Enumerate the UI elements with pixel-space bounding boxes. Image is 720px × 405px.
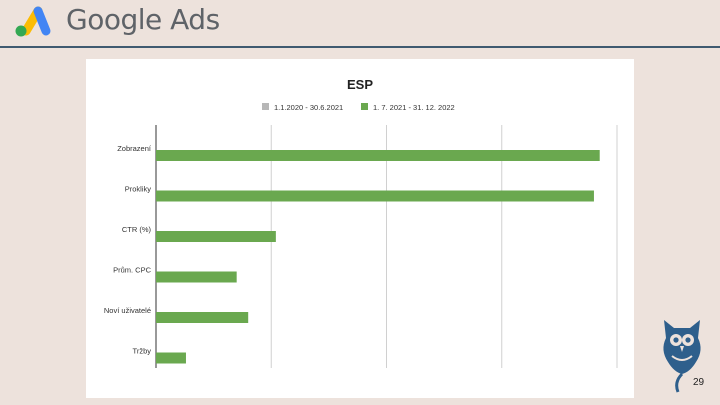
legend-swatch bbox=[361, 103, 368, 110]
legend-label: 1.1.2020 - 30.6.2021 bbox=[274, 103, 343, 112]
bar bbox=[156, 190, 594, 202]
chart-card: ESP 1.1.2020 - 30.6.2021 1. 7. 2021 - 31. … bbox=[86, 59, 634, 398]
owl-logo-icon bbox=[663, 320, 701, 393]
page-number: 29 bbox=[693, 377, 705, 388]
category-label: Tržby bbox=[133, 347, 152, 356]
legend-swatch bbox=[262, 103, 269, 110]
chart-title: ESP bbox=[347, 77, 373, 92]
header-divider bbox=[0, 46, 720, 48]
bar bbox=[156, 352, 186, 364]
category-label: Prům. CPC bbox=[113, 266, 152, 275]
bar bbox=[156, 271, 237, 283]
legend-label: 1. 7. 2021 - 31. 12. 2022 bbox=[373, 103, 455, 112]
bar bbox=[156, 150, 600, 161]
google-ads-logo-icon bbox=[15, 6, 51, 37]
header: Google Ads bbox=[0, 0, 720, 46]
brand-title: Google Ads bbox=[66, 3, 220, 36]
category-label: Zobrazení bbox=[117, 144, 152, 153]
bar bbox=[156, 231, 276, 242]
bar-chart: ESP 1.1.2020 - 30.6.2021 1. 7. 2021 - 31. … bbox=[104, 77, 618, 368]
category-label: Prokliky bbox=[125, 185, 152, 194]
category-label: CTR (%) bbox=[122, 225, 152, 234]
bar bbox=[156, 312, 249, 323]
category-label: Noví uživatelé bbox=[104, 306, 151, 315]
